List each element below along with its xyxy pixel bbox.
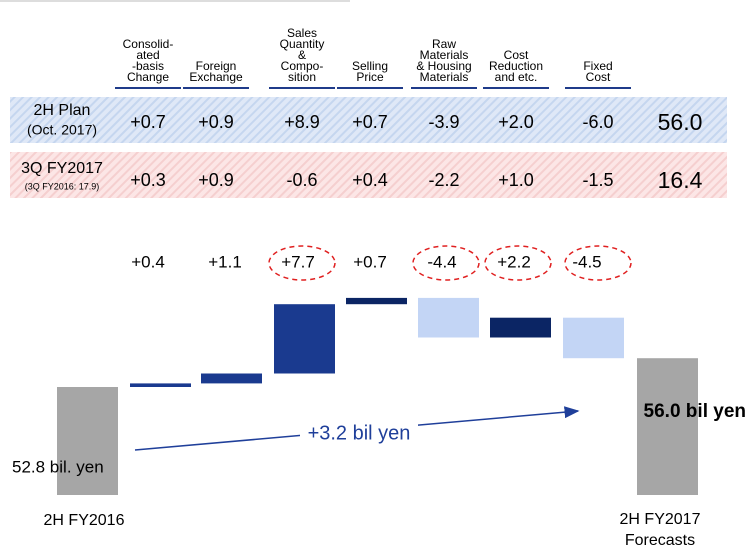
column-header: Materials (420, 48, 469, 62)
annotation-bg (300, 420, 418, 446)
column-header: Reduction (489, 59, 543, 73)
highlight (412, 245, 480, 281)
cell: +0.7 (130, 112, 166, 132)
column-header: Price (356, 70, 384, 84)
highlight (268, 245, 336, 281)
value-label: 52.8 bil. yen (12, 457, 104, 476)
cell: +0.3 (130, 170, 166, 190)
bar (418, 297, 479, 338)
cell: +0.9 (198, 112, 234, 132)
category-label: 2H FY2017 Forecasts (619, 511, 701, 547)
category-label: 2H FY2016 (43, 512, 125, 529)
row-band (10, 152, 727, 198)
value-label: -4.4 (427, 252, 456, 271)
column-header: ated (136, 48, 159, 62)
column-header: Cost (586, 70, 611, 84)
column-header: Exchange (189, 70, 243, 84)
column-header: -basis (132, 59, 164, 73)
bar (346, 297, 407, 305)
value-label: +7.7 (281, 252, 315, 271)
value-label: 56.0 bil yen (644, 401, 746, 422)
value-label: +0.4 (131, 252, 165, 271)
column-header: Raw (432, 37, 456, 51)
bar (563, 317, 624, 359)
cell: -1.5 (582, 170, 613, 190)
cell: -3.9 (428, 112, 459, 132)
row-band (10, 97, 727, 143)
cell: +8.9 (284, 112, 320, 132)
column-header: & (298, 48, 306, 62)
value-label: -4.5 (572, 252, 601, 271)
row-sublabel: (Oct. 2017) (27, 122, 97, 138)
column-header: Cost (504, 48, 529, 62)
column-header: Compo- (281, 59, 324, 73)
bar (57, 387, 118, 495)
column-header: Foreign (196, 59, 237, 73)
column-header: Fixed (583, 59, 612, 73)
value-label: +0.7 (353, 252, 387, 271)
bar (201, 373, 262, 384)
column-header: Consolid- (123, 37, 174, 51)
column-header: Sales (287, 26, 317, 40)
row-label: 3Q FY2017 (21, 160, 103, 177)
row-total: 16.4 (658, 167, 703, 193)
cell: -2.2 (428, 170, 459, 190)
value-label: +2.2 (497, 252, 531, 271)
cell: +2.0 (498, 112, 534, 132)
cell: +0.9 (198, 170, 234, 190)
value-label: +1.1 (208, 252, 242, 271)
column-header: Quantity (280, 37, 325, 51)
cell: +0.7 (352, 112, 388, 132)
bar (274, 304, 335, 374)
column-header: sition (288, 70, 316, 84)
row-label: 2H Plan (34, 102, 91, 119)
row-sublabel: (3Q FY2016: 17.9) (25, 181, 100, 191)
cell: +1.0 (498, 170, 534, 190)
cell: -0.6 (286, 170, 317, 190)
column-header: Materials (420, 70, 469, 84)
column-header: & Housing (416, 59, 471, 73)
bar (130, 383, 191, 387)
annotation: +3.2 bil yen (308, 422, 411, 444)
cell: +0.4 (352, 170, 388, 190)
cell: -6.0 (582, 112, 613, 132)
highlight (564, 245, 632, 281)
row-total: 56.0 (658, 109, 703, 135)
column-header: Change (127, 70, 169, 84)
column-header: Selling (352, 59, 388, 73)
bar (637, 358, 698, 495)
column-header: and etc. (495, 70, 538, 84)
bar (490, 317, 551, 338)
highlight (484, 245, 552, 281)
